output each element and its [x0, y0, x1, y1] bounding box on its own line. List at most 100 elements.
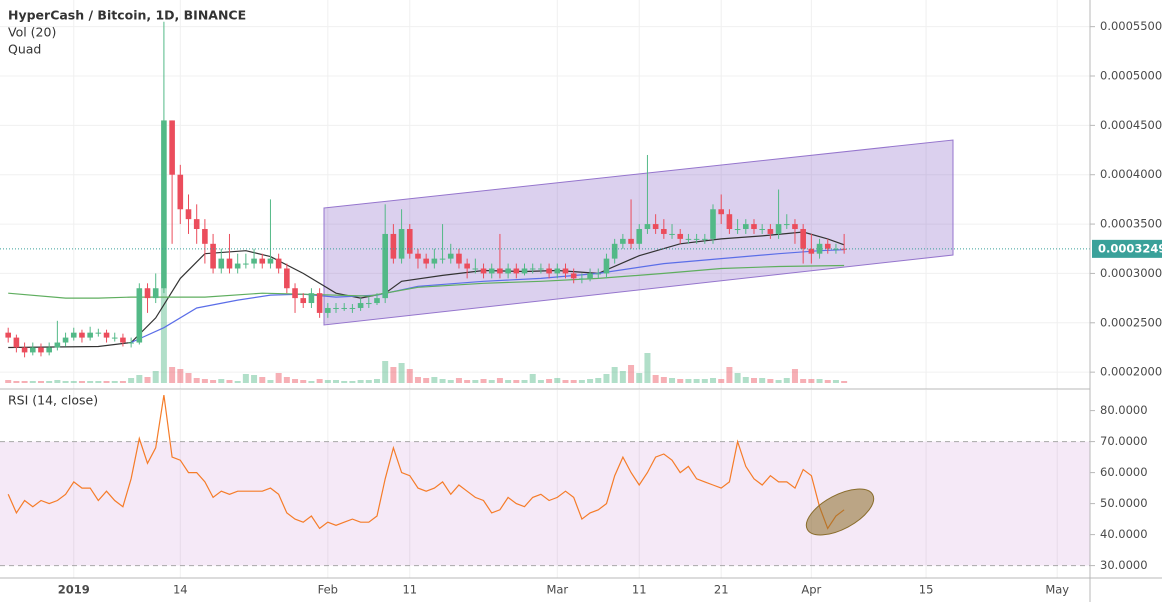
volume-bar	[431, 377, 438, 383]
volume-bar	[275, 373, 282, 383]
volume	[5, 288, 848, 383]
x-tick-label: 21	[714, 583, 729, 597]
last-price-box	[1092, 239, 1162, 258]
volume-bar	[505, 380, 512, 383]
y-tick-label: 80.0000	[1100, 403, 1148, 417]
volume-bar	[554, 378, 561, 383]
candles	[0, 21, 1090, 358]
candle-body	[718, 209, 725, 215]
candle-body	[710, 209, 716, 239]
volume-bar	[210, 380, 217, 383]
moving-average-line	[8, 264, 845, 299]
volume-bar	[398, 363, 405, 383]
y-tick-label: 0.0003000	[1100, 266, 1162, 280]
volume-bar	[251, 375, 258, 383]
candle-body	[480, 268, 487, 274]
volume-bar	[693, 379, 700, 383]
candle-body	[742, 224, 749, 230]
candle-body	[611, 243, 618, 259]
last-price-label: 0.0003249	[1098, 241, 1162, 255]
volume-bar	[185, 373, 192, 383]
candle-body	[185, 209, 192, 220]
candle-body	[79, 332, 85, 338]
candle-body	[390, 233, 397, 259]
candle-body	[169, 120, 175, 175]
volume-bar	[37, 381, 44, 383]
y-tick-label: 0.0005500	[1100, 19, 1162, 33]
y-tick-label: 0.0004000	[1100, 167, 1162, 181]
volume-bar	[95, 381, 102, 383]
moving-average-line	[8, 231, 845, 349]
volume-bar	[611, 367, 618, 383]
volume-bar	[841, 381, 848, 383]
volume-bar	[824, 380, 831, 383]
volume-bar	[816, 379, 823, 383]
candle-body	[415, 253, 421, 259]
candle-body	[29, 347, 36, 353]
candle-body	[251, 258, 257, 264]
candle-body	[267, 258, 274, 264]
moving-average-line	[130, 249, 845, 344]
volume-bar	[144, 377, 151, 383]
volume-bar	[341, 381, 348, 383]
volume-bar	[718, 379, 725, 383]
candle-body	[103, 332, 110, 338]
candle-body	[685, 238, 692, 240]
chart-title: HyperCash / Bitcoin, 1D, BINANCE	[8, 8, 246, 23]
volume-bar	[128, 378, 135, 383]
candle-body	[456, 253, 462, 264]
candle-body	[177, 174, 184, 210]
candle-body	[620, 238, 626, 244]
volume-bar	[119, 381, 126, 383]
volume-bar	[177, 369, 184, 383]
candle-body	[824, 243, 831, 249]
volume-bar	[70, 381, 77, 383]
volume-bar	[78, 381, 85, 383]
candle-body	[693, 238, 700, 240]
candle-body	[21, 347, 28, 353]
y-tick-label: 30.0000	[1100, 558, 1148, 572]
volume-bar	[742, 377, 749, 383]
y-tick-label: 0.0002500	[1100, 315, 1162, 329]
candle-body	[538, 268, 544, 270]
candle-body	[505, 268, 511, 274]
volume-bar	[193, 378, 200, 383]
candle-body	[202, 229, 208, 244]
volume-bar	[160, 288, 167, 383]
candle-body	[661, 229, 667, 234]
candle-body	[398, 229, 405, 259]
volume-bar	[628, 365, 635, 383]
candle-body	[136, 288, 143, 343]
volume-bar	[464, 380, 471, 383]
volume-bar	[701, 379, 708, 383]
x-tick-label: May	[1045, 583, 1069, 597]
candle-body	[193, 219, 200, 230]
candle-body	[472, 268, 479, 270]
candle-body	[595, 273, 602, 275]
axes: 2019 14 Feb 11 Mar 11 21 Apr 15 May 0.0002000 0.000…	[58, 19, 1162, 597]
volume-bar	[218, 379, 225, 383]
y-tick-label: 60.0000	[1100, 465, 1148, 479]
volume-bar	[759, 378, 766, 383]
candle-body	[226, 258, 233, 269]
candle-body	[5, 332, 11, 338]
highlight-ellipse	[805, 488, 875, 536]
candle-body	[669, 233, 675, 235]
volume-bar	[488, 380, 495, 383]
volume-bar	[472, 380, 479, 383]
candle-body	[751, 224, 757, 230]
candle-body	[46, 347, 52, 353]
volume-bar	[283, 377, 290, 383]
candle-body	[644, 224, 651, 230]
candle-body	[87, 332, 93, 338]
volume-bar	[365, 380, 372, 383]
volume-bar	[234, 381, 241, 383]
volume-bar	[324, 380, 331, 383]
candle-body	[316, 293, 323, 313]
volume-bar	[644, 353, 651, 383]
volume-bar	[242, 374, 249, 383]
candle-body	[636, 229, 643, 244]
volume-bar	[226, 380, 233, 383]
volume-bar	[570, 380, 577, 383]
